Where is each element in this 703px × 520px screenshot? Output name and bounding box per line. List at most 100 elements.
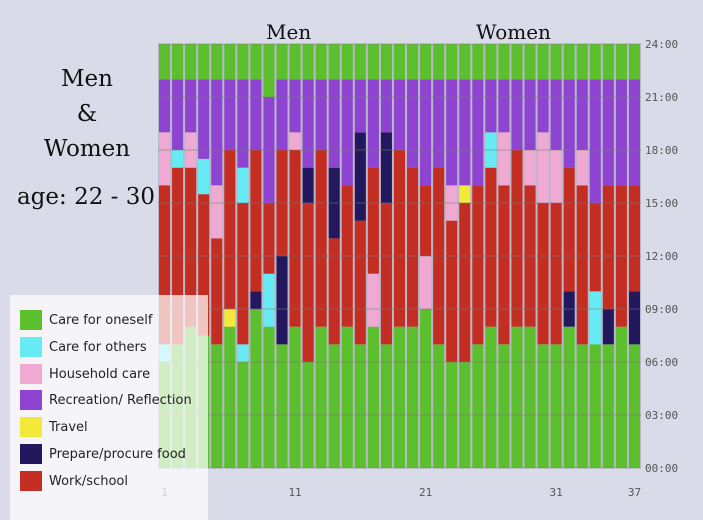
bar-segment-recreation-reflection <box>537 79 549 133</box>
bar-segment-care-for-others <box>237 344 249 362</box>
bar-segment-recreation-reflection <box>407 79 419 168</box>
bar-segment-care-for-oneself <box>211 44 223 80</box>
bar-segment-care-for-oneself <box>602 44 614 80</box>
bar-segment-work-school <box>315 150 327 327</box>
title-line-women: Women <box>43 136 131 162</box>
legend-label: Work/school <box>49 473 128 489</box>
bar-segment-recreation-reflection <box>433 79 445 168</box>
bar-segment-care-for-oneself <box>172 44 184 80</box>
bar-segment-recreation-reflection <box>185 79 197 133</box>
bar-segment-care-for-oneself <box>589 344 601 468</box>
bar-segment-care-for-oneself <box>341 326 353 468</box>
bar-segment-recreation-reflection <box>498 79 510 133</box>
bar-segment-work-school <box>446 220 458 362</box>
title-line-ampersand: & <box>76 101 98 127</box>
bar-segment-care-for-oneself <box>393 326 406 468</box>
bar-segment-care-for-others <box>263 273 275 327</box>
legend-item-work-school: Work/school <box>20 470 128 492</box>
bar-segment-work-school <box>263 203 275 274</box>
bar-segment-household-care <box>498 132 510 186</box>
bar-segment-care-for-oneself <box>498 44 510 80</box>
bar-segment-recreation-reflection <box>563 79 575 168</box>
legend-item-recreation-reflection: Recreation/ Reflection <box>20 389 192 411</box>
bar-segment-care-for-oneself <box>576 344 588 468</box>
legend-item-care-for-oneself: Care for oneself <box>20 309 152 331</box>
bar-segment-recreation-reflection <box>276 79 288 150</box>
bar-segment-household-care <box>420 256 432 309</box>
bar-segment-care-for-oneself <box>315 44 327 80</box>
legend-label: Care for others <box>49 339 147 355</box>
bar-segment-care-for-oneself <box>602 344 614 468</box>
bar-segment-work-school <box>250 150 262 292</box>
legend-swatch-household-care <box>20 364 42 384</box>
bar-segment-care-for-oneself <box>524 326 536 468</box>
bar-segment-care-for-others <box>237 167 249 203</box>
bar-segment-work-school <box>159 185 171 345</box>
x-tick-label: 11 <box>288 486 301 499</box>
legend: Care for oneself Care for others Househo… <box>10 295 208 520</box>
bar-segment-prepare-procure-food <box>276 256 288 345</box>
bar-segment-recreation-reflection <box>224 79 236 150</box>
bar-segment-work-school <box>407 167 419 327</box>
bar-segment-work-school <box>354 220 366 345</box>
bar-segment-work-school <box>380 203 392 345</box>
legend-label: Household care <box>49 366 151 382</box>
legend-item-travel: Travel <box>20 416 88 438</box>
bar-segment-work-school <box>328 238 340 345</box>
bar-segment-work-school <box>198 194 210 336</box>
bar-segment-household-care <box>211 185 223 239</box>
y-tick-label: 03:00 <box>645 409 678 422</box>
bar-segment-recreation-reflection <box>341 79 353 186</box>
bar-segment-care-for-oneself <box>628 44 640 80</box>
bar-segment-care-for-oneself <box>263 326 275 468</box>
bar-segment-recreation-reflection <box>576 79 588 150</box>
bar-segment-work-school <box>289 150 301 327</box>
bar-segment-recreation-reflection <box>628 79 640 186</box>
bar-segment-care-for-oneself <box>185 44 197 80</box>
bar-segment-recreation-reflection <box>393 79 406 150</box>
bar-segment-recreation-reflection <box>302 79 314 168</box>
bar-segment-care-for-oneself <box>563 326 575 468</box>
bar-segment-prepare-procure-food <box>602 309 614 345</box>
bar-segment-care-for-oneself <box>407 44 419 80</box>
bar-segment-work-school <box>589 203 601 292</box>
bar-segment-recreation-reflection <box>172 79 184 150</box>
bar-segment-care-for-oneself <box>211 344 223 468</box>
bar-segment-work-school <box>472 185 484 345</box>
y-tick-label: 21:00 <box>645 91 678 104</box>
bar-segment-care-for-oneself <box>224 326 236 468</box>
bar-segment-care-for-oneself <box>550 344 562 468</box>
bar-segment-care-for-oneself <box>367 44 379 80</box>
bar-segment-care-for-oneself <box>224 44 236 80</box>
legend-swatch-care-for-others <box>20 337 42 357</box>
bar-segment-care-for-oneself <box>472 344 484 468</box>
legend-label: Prepare/procure food <box>49 446 186 462</box>
bar-segment-care-for-oneself <box>433 344 445 468</box>
bar-segment-care-for-oneself <box>459 44 471 80</box>
bar-segment-work-school <box>393 150 406 327</box>
bar-segment-recreation-reflection <box>380 79 392 133</box>
x-tick-label: 31 <box>550 486 563 499</box>
bar-segment-care-for-oneself <box>328 344 340 468</box>
bar-segment-recreation-reflection <box>198 79 210 159</box>
y-tick-label: 00:00 <box>645 462 678 475</box>
bar-segment-care-for-others <box>198 158 210 195</box>
bar-segment-care-for-oneself <box>615 44 627 80</box>
bar-segment-care-for-oneself <box>159 44 171 80</box>
bar-segment-work-school <box>485 167 497 327</box>
bar-segment-care-for-oneself <box>289 326 301 468</box>
bar-segment-recreation-reflection <box>420 79 432 186</box>
bar-segment-work-school <box>185 167 197 327</box>
y-tick-label: 24:00 <box>645 38 678 51</box>
bar-segment-care-for-oneself <box>420 309 432 468</box>
bar-segment-prepare-procure-food <box>250 291 262 309</box>
bar-segment-work-school <box>367 167 379 274</box>
bar-segment-recreation-reflection <box>211 79 223 186</box>
bar-segment-care-for-oneself <box>289 44 301 80</box>
bar-segment-prepare-procure-food <box>302 167 314 203</box>
bar-segment-care-for-oneself <box>615 326 627 468</box>
bar-segment-recreation-reflection <box>615 79 627 186</box>
bar-segment-work-school <box>459 203 471 362</box>
bar-segment-recreation-reflection <box>485 79 497 133</box>
